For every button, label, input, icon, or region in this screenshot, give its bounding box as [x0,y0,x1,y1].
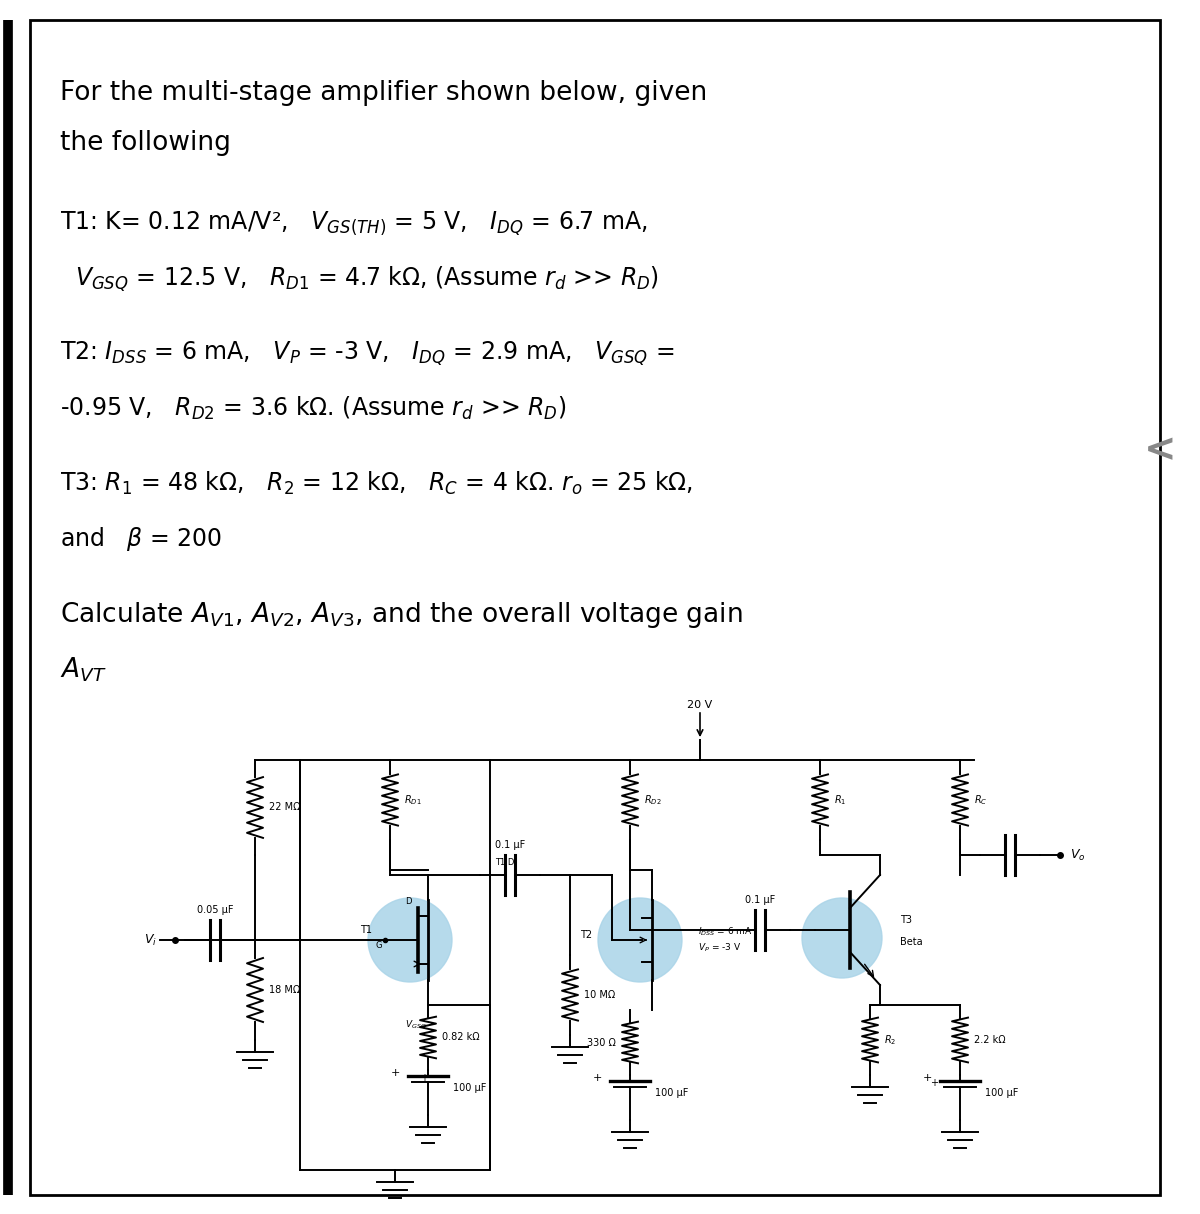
Text: 330 Ω: 330 Ω [587,1038,616,1048]
Text: $A_{VT}$: $A_{VT}$ [60,656,107,683]
Text: +: + [420,1073,428,1083]
Circle shape [598,898,682,982]
Text: For the multi-stage amplifier shown below, given: For the multi-stage amplifier shown belo… [60,80,707,106]
Text: T3: T3 [900,915,912,925]
Text: 100 μF: 100 μF [655,1088,689,1097]
Text: $V_i$: $V_i$ [144,932,157,948]
Text: +: + [593,1073,602,1083]
Text: 0.1 μF: 0.1 μF [494,840,526,850]
Text: $R_1$: $R_1$ [834,793,846,807]
Text: G: G [376,941,382,949]
Text: D: D [406,897,412,907]
Text: $V_{GSQ}$ –: $V_{GSQ}$ – [406,1019,434,1031]
Text: T1: T1 [360,925,372,935]
Text: the following: the following [60,130,230,157]
Text: -0.95 V,   $R_{D2}$ = 3.6 kΩ. (Assume $r_d$ >> $R_D$): -0.95 V, $R_{D2}$ = 3.6 kΩ. (Assume $r_d… [60,395,566,422]
Text: <: < [1144,431,1176,469]
Text: Beta: Beta [900,937,923,947]
Text: 0.82 kΩ: 0.82 kΩ [442,1032,480,1043]
Text: $R_C$: $R_C$ [974,793,988,807]
Text: T2: T2 [580,930,592,940]
Text: $V_{GSQ}$ = 12.5 V,   $R_{D1}$ = 4.7 kΩ, (Assume $r_d$ >> $R_D$): $V_{GSQ}$ = 12.5 V, $R_{D1}$ = 4.7 kΩ, (… [60,265,659,294]
Text: 18 MΩ: 18 MΩ [269,985,300,995]
Text: T2: $I_{DSS}$ = 6 mA,   $V_P$ = -3 V,   $I_{DQ}$ = 2.9 mA,   $V_{GSQ}$ =: T2: $I_{DSS}$ = 6 mA, $V_P$ = -3 V, $I_{… [60,340,674,368]
Text: T1 D: T1 D [496,858,515,867]
Text: 100 μF: 100 μF [985,1088,1019,1097]
Text: $R_2$: $R_2$ [884,1033,896,1046]
Text: T1: K= 0.12 mA/V²,   $V_{GS(TH)}$ = 5 V,   $I_{DQ}$ = 6.7 mA,: T1: K= 0.12 mA/V², $V_{GS(TH)}$ = 5 V, $… [60,210,648,238]
Circle shape [802,898,882,978]
Text: +: + [923,1073,932,1083]
Text: 10 MΩ: 10 MΩ [584,989,616,1000]
Text: $R_{D1}$: $R_{D1}$ [404,793,421,807]
Text: Calculate $A_{V1}$, $A_{V2}$, $A_{V3}$, and the overall voltage gain: Calculate $A_{V1}$, $A_{V2}$, $A_{V3}$, … [60,600,743,630]
Text: and   $\beta$ = 200: and $\beta$ = 200 [60,524,222,554]
Text: 0.1 μF: 0.1 μF [745,895,775,904]
Text: T3: $R_1$ = 48 kΩ,   $R_2$ = 12 kΩ,   $R_C$ = 4 kΩ. $r_o$ = 25 kΩ,: T3: $R_1$ = 48 kΩ, $R_2$ = 12 kΩ, $R_C$ … [60,470,694,498]
Text: 100 μF: 100 μF [454,1083,486,1093]
Text: 22 MΩ: 22 MΩ [269,802,300,812]
Text: 0.05 μF: 0.05 μF [197,904,233,915]
Text: $R_{D2}$: $R_{D2}$ [644,793,661,807]
Text: +: + [391,1068,400,1078]
Text: 2.2 kΩ: 2.2 kΩ [974,1036,1006,1045]
Circle shape [368,898,452,982]
Text: $V_o$: $V_o$ [1070,847,1086,863]
Text: $I_{DSS}$ = 6 mA: $I_{DSS}$ = 6 mA [698,926,752,938]
Text: 20 V: 20 V [688,700,713,710]
Text: +: + [930,1078,938,1088]
Text: $V_P$ = -3 V: $V_P$ = -3 V [698,942,742,954]
